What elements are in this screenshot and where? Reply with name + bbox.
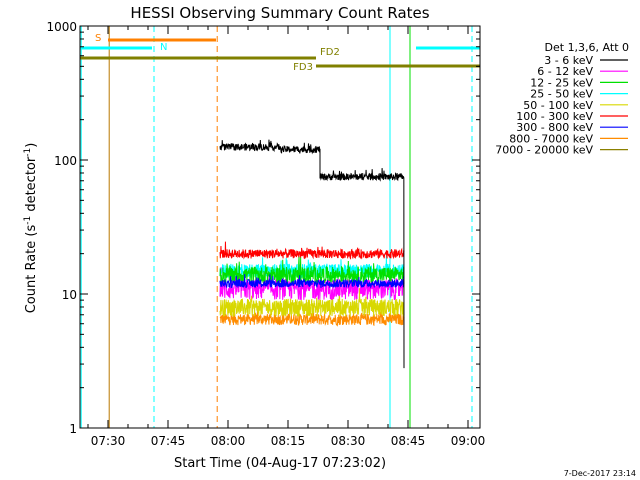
legend-title: Det 1,3,6, Att 0: [545, 41, 629, 54]
x-tick-label-1: 07:45: [151, 434, 186, 448]
x-tick-label-4: 08:30: [331, 434, 366, 448]
y-tick-label-2: 100: [54, 154, 77, 168]
legend-entry-6: 300 - 800 keV: [516, 121, 593, 134]
x-tick-label-3: 08:15: [271, 434, 306, 448]
series-line-4: [219, 288, 405, 318]
y-tick-label-0: 1: [69, 422, 77, 436]
legend-entry-8: 7000 - 20000 keV: [495, 144, 593, 157]
x-tick-label-6: 09:00: [451, 434, 486, 448]
legend-entry-5: 100 - 300 keV: [516, 110, 593, 123]
x-tick-label-2: 08:00: [211, 434, 246, 448]
x-tick-label-0: 07:30: [91, 434, 126, 448]
series-line-7: [219, 304, 405, 327]
plot-area: S N FD2 FD3: [80, 26, 480, 428]
flag-label-fd2: FD2: [320, 47, 340, 58]
legend-entry-0: 3 - 6 keV: [544, 54, 593, 67]
series-line-2: [219, 255, 405, 285]
flag-label-fd3: FD3: [293, 62, 313, 73]
footer-timestamp: 7-Dec-2017 23:14: [564, 469, 636, 478]
y-axis: 1 10 100 1000: [46, 20, 480, 436]
y-label-mid: detector: [24, 156, 39, 216]
legend-entry-3: 25 - 50 keV: [530, 88, 593, 101]
y-tick-label-3: 1000: [46, 20, 77, 34]
series-line-6: [219, 274, 405, 289]
series-line-5: [219, 241, 405, 260]
y-label-sup2: -1: [23, 148, 33, 157]
legend-entry-4: 50 - 100 keV: [523, 99, 593, 112]
x-tick-label-5: 08:45: [391, 434, 426, 448]
y-axis-label: Count Rate (s-1 detector-1): [23, 143, 39, 314]
legend-entry-2: 12 - 25 keV: [530, 76, 593, 89]
flag-label-s: S: [95, 33, 101, 44]
y-tick-label-1: 10: [62, 288, 77, 302]
y-label-main: Count Rate (s: [24, 225, 39, 314]
chart-title: HESSI Observing Summary Count Rates: [130, 4, 429, 22]
legend-entry-7: 800 - 7000 keV: [509, 132, 593, 145]
x-axis-label: Start Time (04-Aug-17 07:23:02): [174, 456, 386, 471]
y-label-sup1: -1: [23, 216, 33, 225]
legend-entry-1: 6 - 12 keV: [537, 65, 593, 78]
flag-label-n: N: [160, 42, 167, 53]
series-line-0: [219, 139, 405, 369]
x-axis: 07:30 07:45 08:00 08:15 08:30 08:45 09:00: [87, 26, 486, 448]
axes-frame: [79, 25, 481, 429]
y-label-end: ): [24, 143, 39, 148]
